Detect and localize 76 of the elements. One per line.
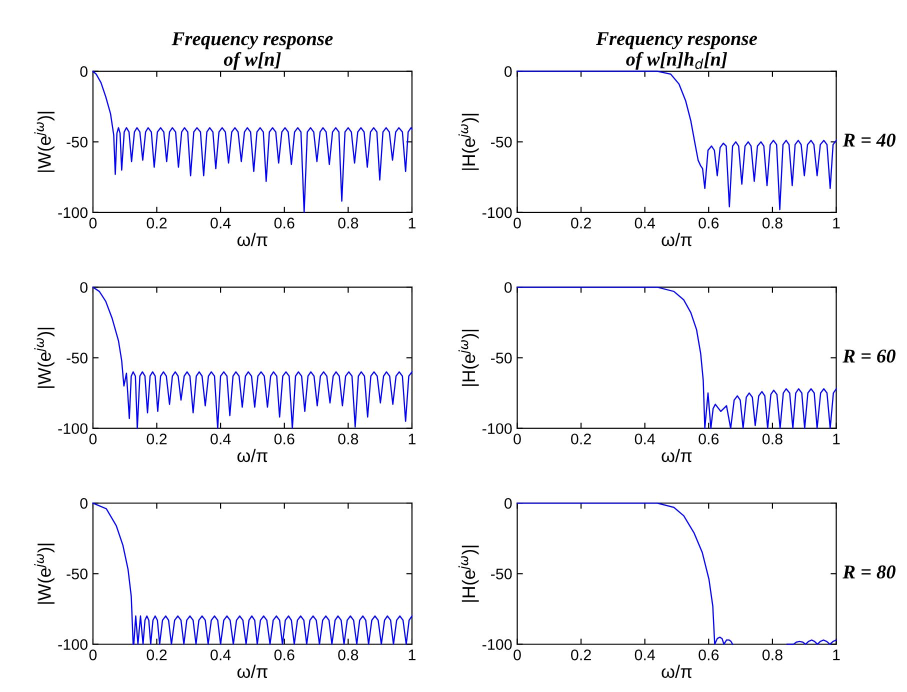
y-tick-label: 0: [80, 498, 88, 509]
x-tick-label: 0.2: [571, 218, 591, 228]
x-tick-label: 0.4: [210, 434, 231, 444]
y-tick-label: 0: [504, 66, 512, 77]
x-tick-label: 0.8: [338, 650, 358, 660]
x-tick-label: 0.8: [762, 434, 782, 444]
line-series: [92, 70, 413, 214]
x-tick-label: 1: [408, 434, 416, 444]
y-tick-label: -50: [66, 136, 88, 148]
x-tick-label: 0: [89, 650, 97, 660]
x-tick-label: 0.2: [571, 650, 591, 660]
y-tick-label: -100: [482, 639, 512, 650]
x-tick-label: 0.6: [698, 434, 719, 444]
y-tick-label: -100: [58, 423, 88, 434]
x-tick-label: 0: [514, 434, 521, 444]
chart-title: Frequency response of w[n]: [172, 32, 333, 70]
y-tick-label: -50: [66, 568, 88, 580]
y-tick-label: -100: [58, 207, 88, 218]
x-tick-label: 0.8: [762, 218, 782, 228]
y-axis-title: |H(e$^{jω}$)|: [458, 330, 479, 386]
x-axis-title: ω/π: [662, 448, 692, 462]
x-tick-label: 0: [514, 650, 521, 660]
chart-title: Frequency response of w[n]h$_{d}$[n]: [596, 32, 758, 70]
x-tick-label: 1: [833, 434, 840, 444]
text: R = 80: [842, 565, 896, 579]
y-tick-label: 0: [80, 282, 88, 293]
y-tick-label: 0: [504, 498, 512, 509]
x-tick-label: 0.4: [210, 650, 231, 660]
x-tick-label: 1: [408, 218, 416, 228]
y-tick-label: -100: [482, 423, 512, 434]
x-axis-title: ω/π: [237, 448, 268, 462]
x-tick-label: 0.2: [571, 434, 591, 444]
y-tick-label: 0: [504, 282, 512, 293]
x-axis-title: ω/π: [237, 664, 268, 678]
y-tick-label: -50: [490, 568, 512, 580]
x-tick-label: 0.6: [274, 434, 294, 444]
x-tick-label: 0.4: [210, 218, 231, 228]
x-tick-label: 0.4: [634, 650, 656, 660]
x-tick-label: 0.2: [146, 650, 167, 660]
x-tick-label: 0.2: [146, 434, 167, 444]
x-tick-label: 1: [408, 650, 416, 660]
line-series: [92, 502, 413, 645]
y-tick-label: -50: [490, 136, 512, 148]
x-axis-title: ω/π: [237, 232, 268, 246]
y-axis-title: |H(e$^{jω}$)|: [458, 114, 479, 170]
x-tick-label: 0.8: [338, 218, 358, 228]
y-tick-label: 0: [80, 66, 88, 77]
x-tick-label: 0.4: [634, 434, 656, 444]
x-tick-label: 0.8: [762, 650, 782, 660]
y-tick-label: -50: [490, 352, 512, 364]
text: R = 60: [842, 350, 896, 363]
x-tick-label: 0.6: [698, 218, 719, 228]
y-axis-title: |H(e$^{jω}$)|: [458, 546, 479, 602]
y-axis-title: |W(e$^{jω}$)|: [34, 544, 55, 604]
line-series: [92, 286, 413, 429]
x-tick-label: 0: [89, 434, 97, 444]
x-tick-label: 0.2: [146, 218, 167, 228]
y-tick-label: -100: [482, 207, 512, 218]
line-series: [516, 70, 837, 210]
x-tick-label: 0.4: [634, 218, 656, 228]
x-tick-label: 1: [833, 218, 840, 228]
x-tick-label: 1: [833, 650, 840, 660]
x-tick-label: 0.6: [274, 650, 294, 660]
line-series: [516, 286, 837, 429]
y-tick-label: -100: [58, 639, 88, 650]
x-tick-label: 0: [89, 218, 97, 228]
y-axis-title: |W(e$^{jω}$)|: [34, 112, 55, 172]
x-tick-label: 0.6: [274, 218, 294, 228]
x-tick-label: 0.6: [698, 650, 719, 660]
x-tick-label: 0: [514, 218, 521, 228]
y-axis-title: |W(e$^{jω}$)|: [34, 328, 55, 388]
x-axis-title: ω/π: [662, 232, 692, 246]
text: R = 40: [842, 134, 896, 147]
x-axis-title: ω/π: [662, 664, 692, 678]
y-tick-label: -50: [66, 352, 88, 364]
x-tick-label: 0.8: [338, 434, 358, 444]
